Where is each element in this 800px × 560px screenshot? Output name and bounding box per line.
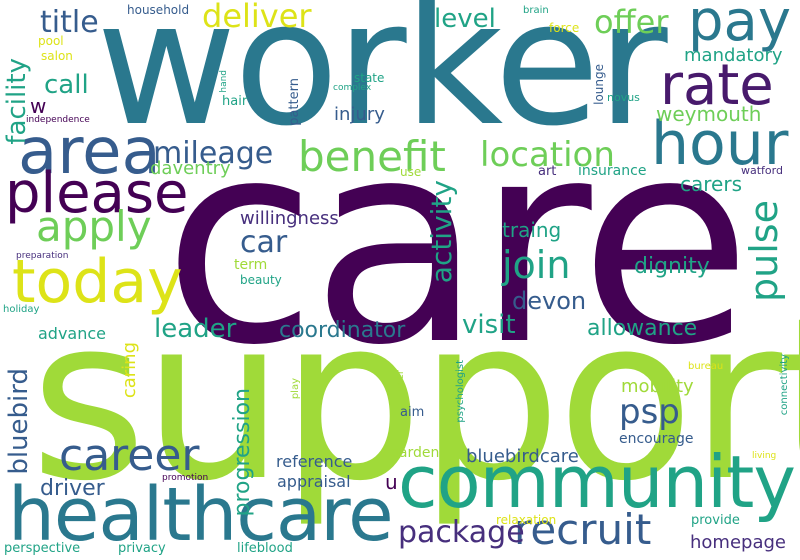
word-leader: leader xyxy=(154,314,237,344)
word-pay: pay xyxy=(688,0,792,54)
word-w: w xyxy=(30,94,47,118)
word-rate: rate xyxy=(660,53,774,118)
word-call: call xyxy=(44,70,89,100)
word-watford: watford xyxy=(741,164,783,177)
word-encourage: encourage xyxy=(619,431,694,447)
word-homepage: homepage xyxy=(690,532,786,553)
word-package: package xyxy=(398,515,525,550)
word-care: care xyxy=(163,81,752,407)
word-weymouth: weymouth xyxy=(656,102,762,126)
word-area: area xyxy=(18,115,161,189)
word-reference: reference xyxy=(276,452,353,471)
word-allowance: allowance xyxy=(587,316,698,341)
word-psychologist: psychologist xyxy=(455,360,466,423)
word-willingness: willingness xyxy=(240,208,339,229)
word-provide: provide xyxy=(691,513,740,528)
word-caring: caring xyxy=(119,342,140,399)
word-user: user xyxy=(395,370,406,392)
word-state: state xyxy=(354,71,385,85)
word-car: car xyxy=(240,225,288,260)
word-please: please xyxy=(5,161,189,226)
word-term: term xyxy=(234,257,268,273)
word-benefit: benefit xyxy=(298,132,446,181)
word-brain: brain xyxy=(523,5,549,16)
word-join: join xyxy=(502,243,571,287)
word-bureau: bureau xyxy=(688,361,724,372)
word-preparation: preparation xyxy=(16,251,69,261)
word-worker: worker xyxy=(96,0,668,164)
word-perspective: perspective xyxy=(4,541,81,556)
word-dignity: dignity xyxy=(634,254,710,279)
word-connectivity: connectivity xyxy=(779,354,790,416)
word-driver: driver xyxy=(40,476,105,501)
word-apply: apply xyxy=(36,202,152,251)
word-traing: traing xyxy=(502,218,562,242)
word-facility: facility xyxy=(2,58,32,145)
word-hand: hand xyxy=(219,70,229,93)
word-salon: salon xyxy=(41,49,73,63)
word-bluebirdcare: bluebirdcare xyxy=(466,446,579,467)
word-appraisal: appraisal xyxy=(277,472,351,491)
word-use: use xyxy=(400,165,422,179)
word-deliver: deliver xyxy=(202,0,312,35)
word-coordinator: coordinator xyxy=(279,318,406,343)
word-relaxation: relaxation xyxy=(496,513,557,527)
word-hour: hour xyxy=(651,109,789,179)
word-aim: aim xyxy=(400,405,425,420)
word-beauty: beauty xyxy=(240,273,282,287)
word-title: title xyxy=(40,5,99,40)
word-u: u xyxy=(385,470,398,494)
word-pattern: pattern xyxy=(287,78,302,126)
word-holiday: holiday xyxy=(3,304,40,315)
word-lounge: lounge xyxy=(592,64,606,105)
word-play: play xyxy=(290,378,301,400)
word-progression: progression xyxy=(230,388,255,517)
word-healthcare: healthcare xyxy=(8,472,394,558)
word-independence: independence xyxy=(26,115,90,125)
word-art: art xyxy=(538,164,557,179)
word-location: location xyxy=(480,135,615,175)
word-daventry: daventry xyxy=(150,158,231,179)
word-privacy: privacy xyxy=(118,541,166,556)
word-career: career xyxy=(59,430,200,481)
word-recruit: recruit xyxy=(514,505,652,554)
word-devon: devon xyxy=(512,287,587,315)
word-complex: complex xyxy=(333,83,372,93)
word-support: support xyxy=(30,269,800,530)
word-bluebird: bluebird xyxy=(4,368,34,475)
word-mobility: mobility xyxy=(621,376,694,397)
word-today: today xyxy=(12,247,183,317)
word-advance: advance xyxy=(38,324,107,343)
word-activity: activity xyxy=(425,180,458,284)
word-lifeblood: lifeblood xyxy=(237,541,293,556)
word-living: living xyxy=(752,451,777,461)
word-promotion: promotion xyxy=(162,473,209,483)
word-pool: pool xyxy=(38,34,64,48)
word-psp: psp xyxy=(619,392,680,432)
word-garden: garden xyxy=(390,445,440,461)
word-hair: hair xyxy=(222,94,248,109)
word-level: level xyxy=(434,4,496,34)
word-injury: injury xyxy=(334,104,385,125)
word-visit: visit xyxy=(462,310,516,340)
word-mileage: mileage xyxy=(153,136,274,171)
word-mandatory: mandatory xyxy=(684,45,783,66)
word-household: household xyxy=(127,3,190,17)
word-insurance: insurance xyxy=(578,163,647,179)
word-novus: novus xyxy=(607,91,640,104)
word-carers: carers xyxy=(680,172,742,196)
word-force: force xyxy=(549,21,580,35)
word-community: community xyxy=(398,440,796,524)
word-offer: offer xyxy=(594,3,669,41)
word-pulse: pulse xyxy=(742,200,786,302)
